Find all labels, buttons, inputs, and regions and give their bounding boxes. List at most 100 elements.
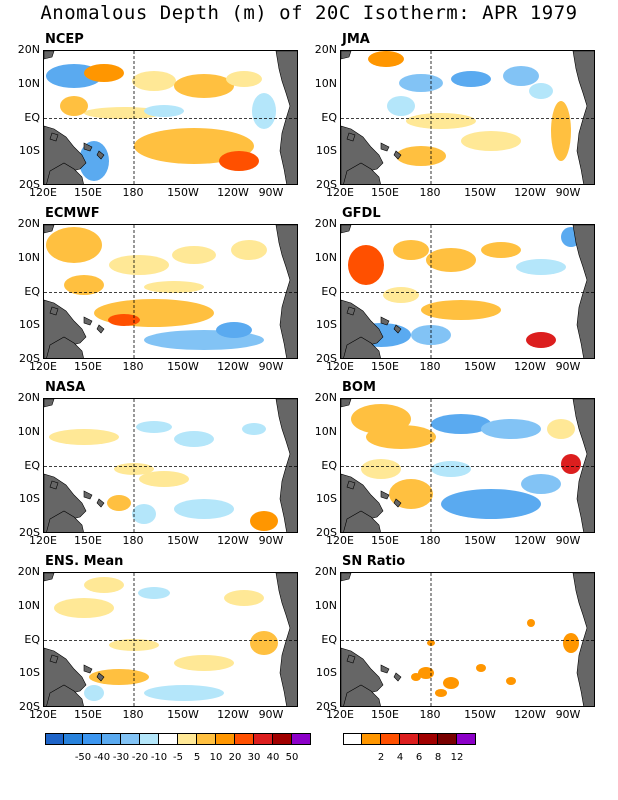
land-mass — [44, 399, 55, 408]
land-mass — [83, 316, 93, 326]
land-mass — [83, 664, 93, 674]
land-mass — [275, 573, 297, 706]
contour-blob — [551, 101, 571, 161]
latitude-label: 20S — [316, 352, 337, 365]
latitude-label: 10S — [316, 318, 337, 332]
color-swatch — [178, 733, 197, 745]
land-mass — [49, 480, 59, 490]
longitude-label: 90W — [555, 186, 581, 199]
contour-blob — [368, 51, 404, 67]
land-mass — [49, 654, 59, 664]
contour-blob — [366, 425, 436, 449]
contour-blob — [231, 240, 267, 260]
contour-blob — [216, 322, 252, 338]
contour-blob — [84, 107, 164, 119]
contour-blob — [144, 685, 224, 701]
color-swatch — [197, 733, 216, 745]
map-panel — [43, 224, 298, 359]
longitude-label: 150E — [74, 186, 102, 199]
colorbar-label: 10 — [209, 752, 223, 763]
contour-blob — [139, 471, 189, 487]
color-swatch — [254, 733, 273, 745]
land-mass — [96, 324, 105, 334]
land-mass — [341, 573, 352, 582]
land-mass — [572, 51, 594, 184]
panel-title: ENS. Mean — [45, 554, 124, 569]
contour-blob — [84, 64, 124, 82]
longitude-label: 120E — [326, 708, 354, 721]
panel-title: ECMWF — [45, 206, 100, 221]
contour-blob — [443, 677, 459, 689]
color-swatch — [292, 733, 311, 745]
contour-blob — [136, 421, 172, 433]
longitude-label: 150E — [371, 186, 399, 199]
contour-blob — [387, 96, 415, 116]
map-panel — [340, 572, 595, 707]
panel-title: JMA — [342, 32, 370, 47]
latitude-label: 10S — [19, 144, 40, 158]
colorbar-label: 6 — [415, 752, 423, 763]
longitude-label: 150W — [167, 534, 199, 547]
land-mass — [49, 306, 59, 316]
longitude-label: 90W — [258, 360, 284, 373]
colorbar-label: 50 — [285, 752, 299, 763]
contour-blob — [174, 655, 234, 671]
colorbar-label: -10 — [150, 752, 168, 763]
contour-blob — [132, 71, 176, 91]
panel-title: GFDL — [342, 206, 381, 221]
color-swatch — [457, 733, 476, 745]
contour-blob — [64, 275, 104, 295]
land-mass — [380, 316, 390, 326]
land-mass — [393, 498, 402, 508]
contour-blob — [406, 113, 476, 129]
contour-blob — [107, 495, 131, 511]
contour-blob — [174, 499, 234, 519]
longitude-label: 120E — [29, 186, 57, 199]
contour-blob — [521, 474, 561, 494]
latitude-label: EQ — [321, 284, 337, 298]
latitude-label: 20N — [17, 565, 40, 578]
land-mass — [341, 225, 352, 234]
color-swatch — [381, 733, 400, 745]
panel-title: NASA — [45, 380, 86, 395]
colorbar-label: 5 — [193, 752, 201, 763]
latitude-label: 10S — [19, 666, 40, 680]
land-mass — [46, 336, 84, 358]
contour-blob — [506, 677, 516, 685]
longitude-label: 180 — [419, 360, 441, 373]
contour-blob — [421, 300, 501, 320]
land-mass — [343, 510, 381, 532]
contour-blob — [411, 673, 421, 681]
longitude-label: 180 — [419, 708, 441, 721]
latitude-label: 20N — [17, 391, 40, 404]
longitude-label: 90W — [555, 534, 581, 547]
map-panel — [340, 224, 595, 359]
longitude-label: 150W — [464, 186, 496, 199]
land-mass — [96, 150, 105, 160]
latitude-label: 10N — [314, 598, 337, 612]
color-swatch — [83, 733, 102, 745]
longitude-label: 180 — [419, 186, 441, 199]
latitude-label: EQ — [24, 110, 40, 124]
land-mass — [346, 132, 356, 142]
latitude-label: 20N — [314, 43, 337, 56]
latitude-label: 10S — [316, 492, 337, 506]
longitude-label: 120E — [326, 186, 354, 199]
longitude-label: 150W — [464, 708, 496, 721]
land-mass — [393, 150, 402, 160]
contour-blob — [441, 489, 541, 519]
latitude-label: EQ — [24, 284, 40, 298]
color-swatch — [362, 733, 381, 745]
color-swatch — [235, 733, 254, 745]
latitude-label: 20N — [17, 43, 40, 56]
contour-blob — [109, 255, 169, 275]
latitude-label: 10N — [314, 76, 337, 90]
colorbar-label: 12 — [450, 752, 464, 763]
longitude-label: 150E — [74, 360, 102, 373]
anomaly-map — [341, 399, 594, 532]
longitude-label: 120W — [217, 186, 249, 199]
longitude-label: 150W — [167, 186, 199, 199]
contour-blob — [393, 240, 429, 260]
latitude-label: 20S — [19, 700, 40, 713]
colorbar-swatches — [343, 733, 476, 745]
